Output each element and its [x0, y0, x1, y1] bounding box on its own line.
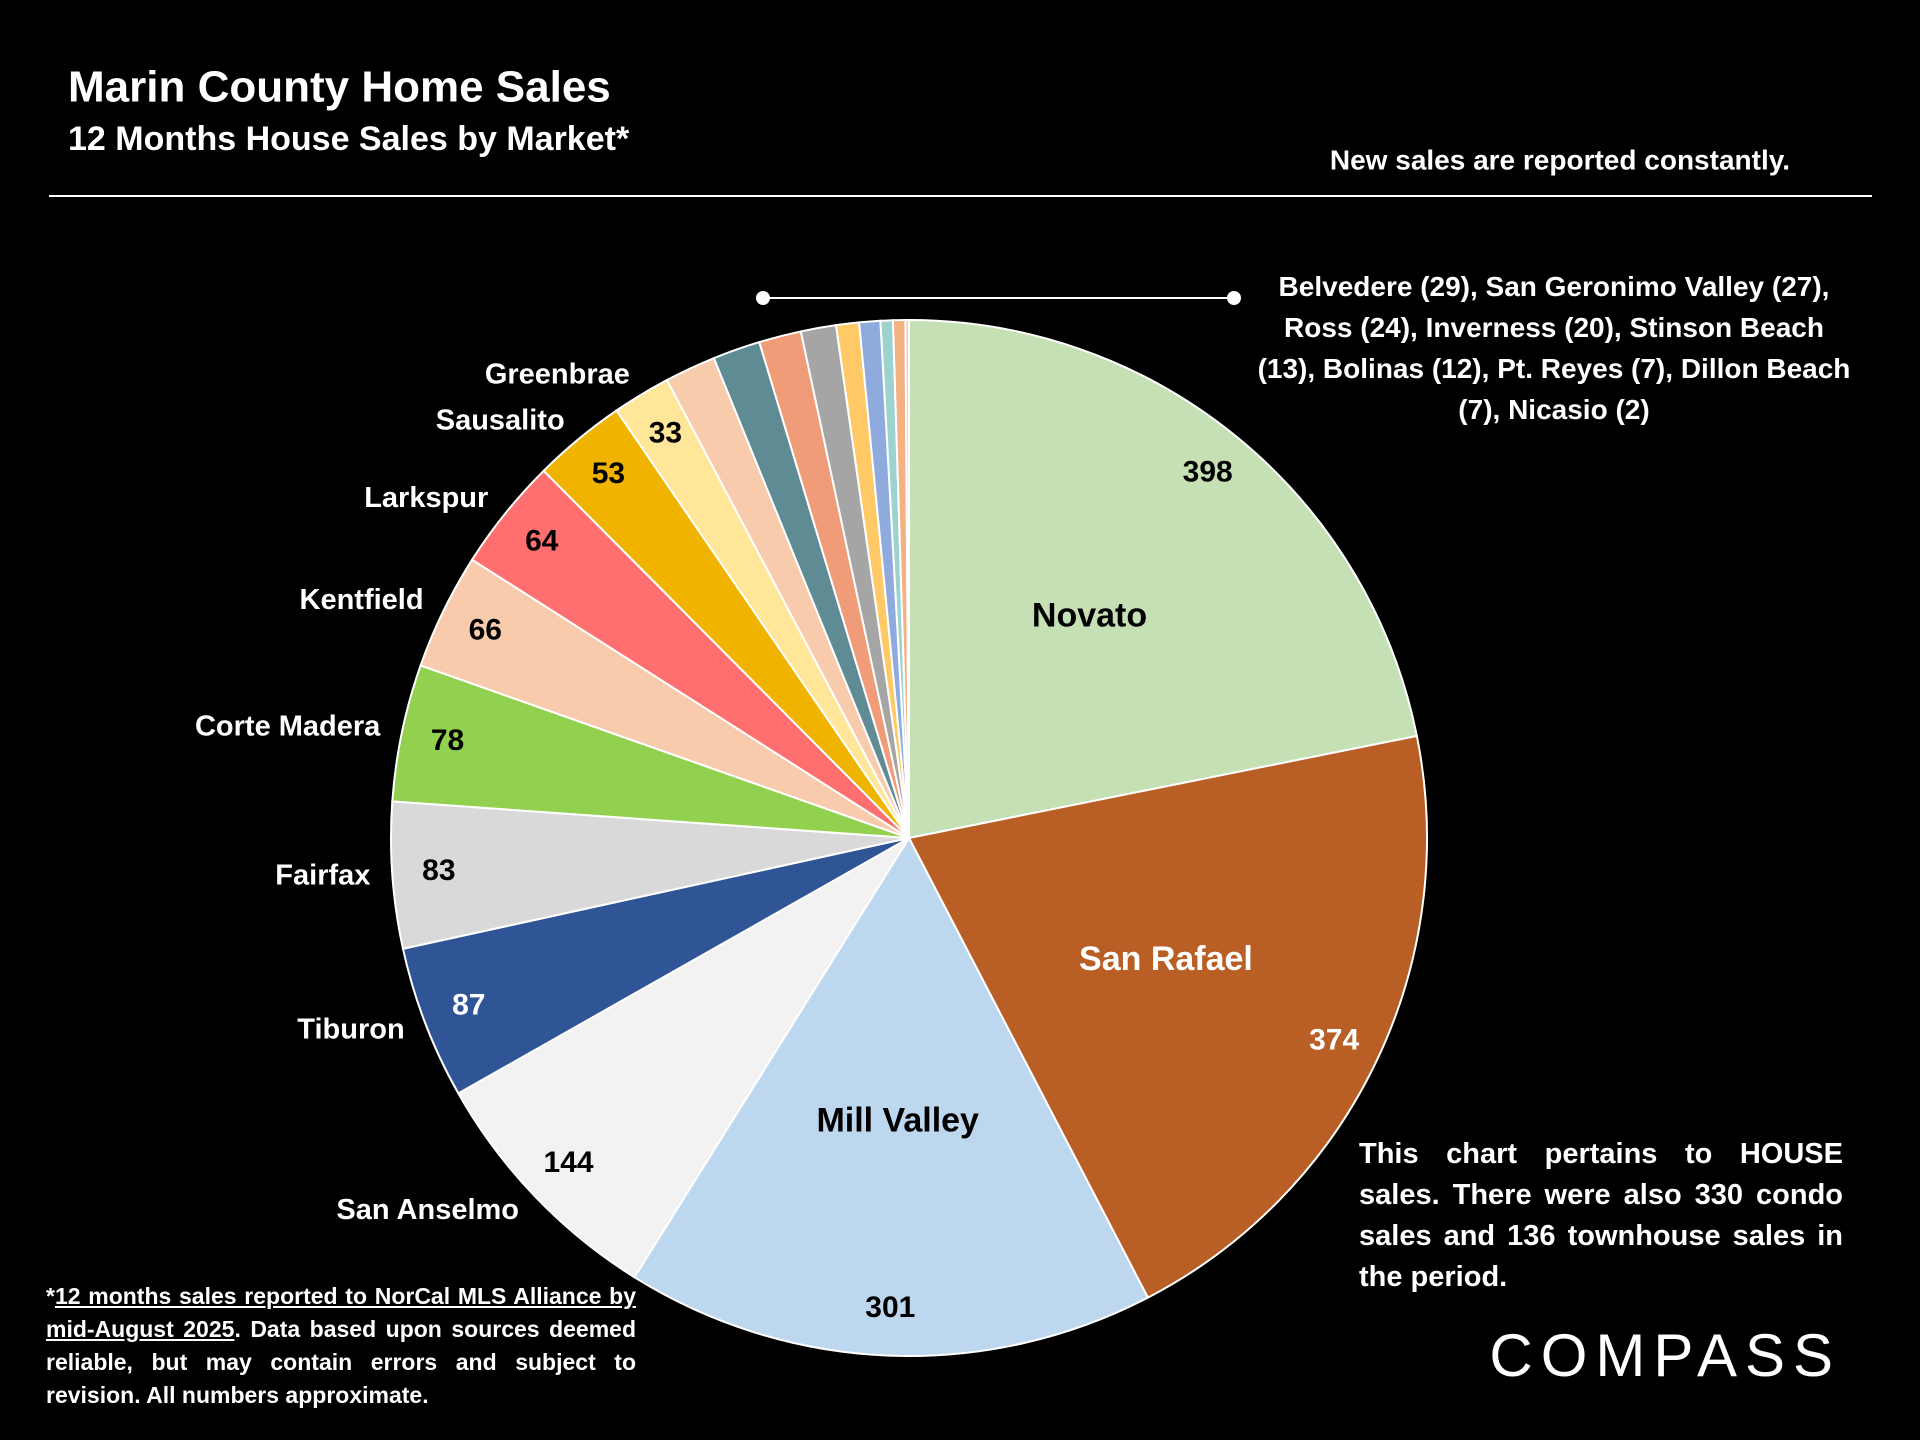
category-label: San Rafael	[1079, 940, 1253, 978]
leader-dot	[1227, 291, 1241, 305]
pie-slice	[904, 318, 910, 839]
footnote-marker: *	[46, 1283, 55, 1309]
category-label: Kentfield	[300, 584, 424, 616]
category-label: Tiburon	[297, 1014, 404, 1046]
pie-slice	[633, 835, 1150, 1357]
annotation: Belvedere (29), San Geronimo Valley (27)…	[1257, 271, 1851, 425]
pie-slice	[401, 837, 910, 1095]
footnote-text: . Data based upon sources deemed reliabl…	[46, 1316, 636, 1408]
pie-slice	[456, 837, 910, 1279]
value-label: 87	[452, 988, 485, 1021]
logo-text: COMPASS	[1489, 1322, 1841, 1389]
category-label: Fairfax	[275, 860, 370, 892]
pie: 398 Novato 374 San Rafael 301 Mill Valley 144 S…	[195, 318, 1428, 1357]
note: This chart pertains to HOUSE sales. Ther…	[1359, 1138, 1843, 1293]
value-label: 398	[1183, 455, 1233, 488]
value-label: 53	[592, 457, 625, 490]
category-label: Larkspur	[364, 482, 488, 514]
category-label: San Anselmo	[336, 1194, 519, 1226]
category-label: Novato	[1032, 597, 1147, 635]
pie-slice	[907, 734, 1428, 1299]
footnote-source: 12 months sales reported to NorCal MLS A…	[46, 1283, 636, 1342]
category-label: Greenbrae	[485, 358, 630, 390]
value-label: 66	[469, 613, 502, 646]
category-label: Mill Valley	[816, 1102, 979, 1140]
value-label: 33	[649, 416, 682, 449]
header-note: New sales are reported constantly.	[1330, 144, 1790, 175]
chart-subtitle: 12 Months House Sales by Market*	[68, 120, 630, 158]
value-label: 374	[1309, 1024, 1359, 1057]
value-label: 78	[431, 724, 464, 757]
value-label: 144	[544, 1146, 594, 1179]
category-label: Corte Madera	[195, 711, 381, 743]
pie-slice	[908, 318, 1419, 840]
footnote: *12 months sales reported to NorCal MLS …	[46, 1280, 636, 1412]
value-label: 64	[525, 524, 559, 557]
category-label: Sausalito	[436, 405, 565, 437]
leader-dot	[756, 291, 770, 305]
logo: COMPASS	[1489, 1322, 1841, 1389]
chart-title: Marin County Home Sales	[68, 63, 611, 112]
value-label: 83	[422, 854, 455, 887]
value-label: 301	[865, 1291, 915, 1324]
